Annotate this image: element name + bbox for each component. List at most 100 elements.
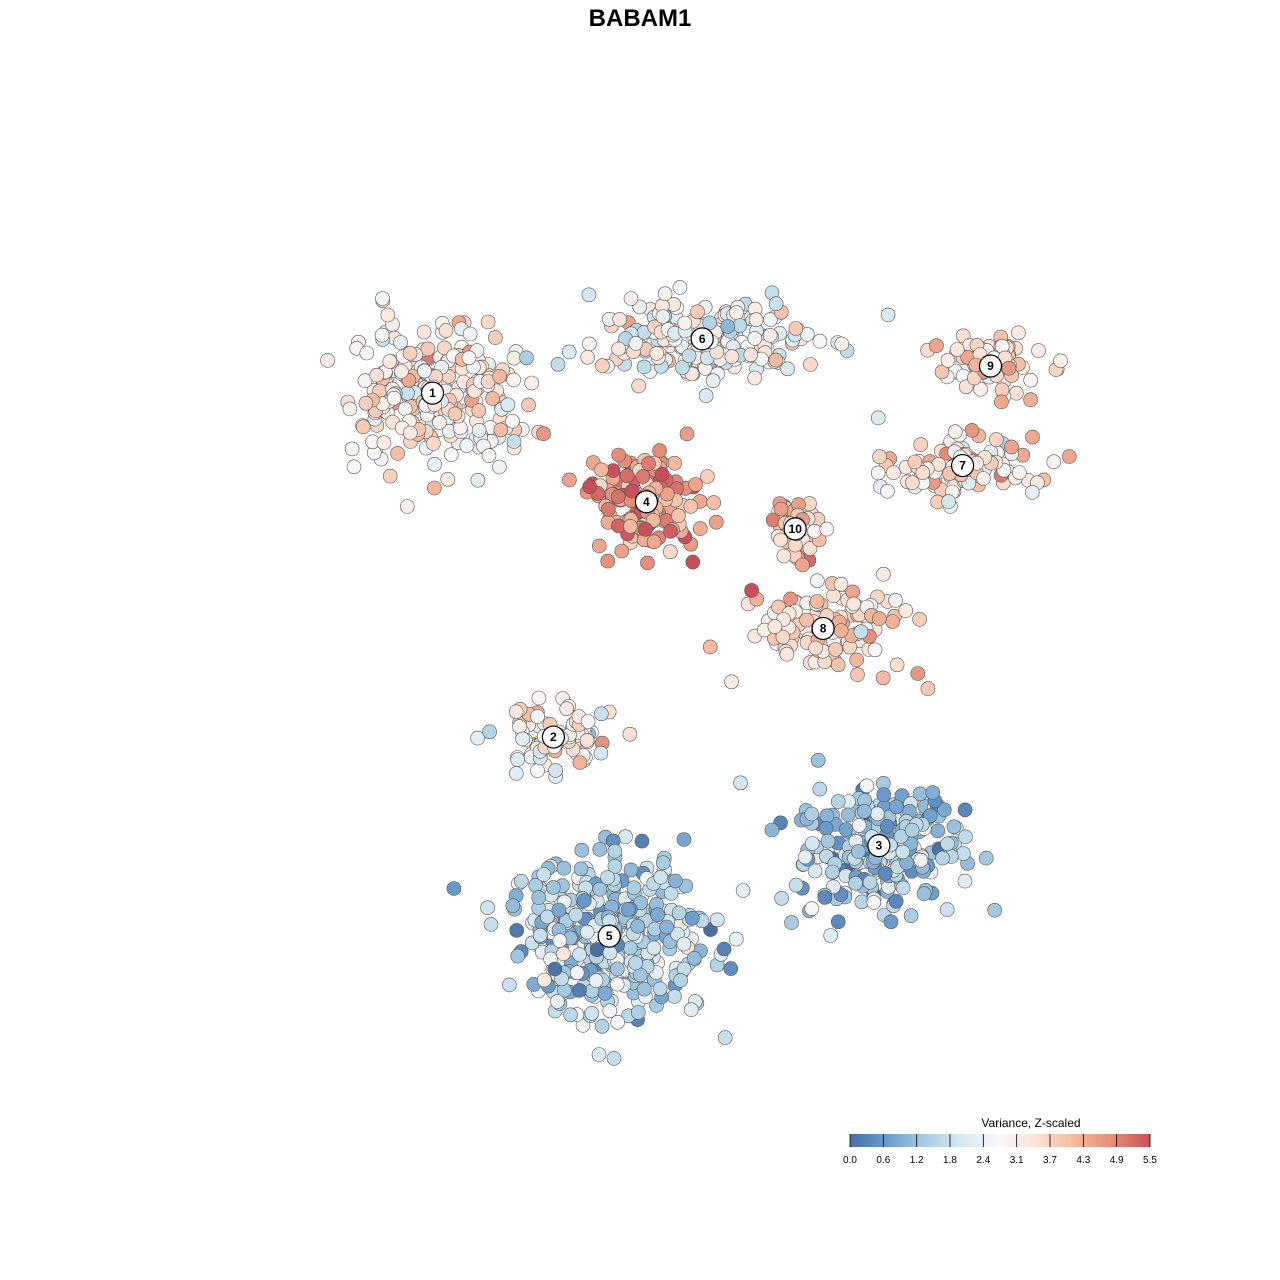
cell-point [817,890,833,905]
cell-point [508,766,524,781]
cell-point [588,973,604,988]
cell-point [536,426,551,442]
cell-point [380,307,396,323]
cell-point [1001,360,1017,376]
cell-point [803,357,818,372]
cell-point [483,917,499,932]
cell-point [573,861,589,877]
cell-point [846,596,862,612]
cell-point [809,573,825,589]
cell-point [427,456,442,472]
legend-tick-label: 2.4 [976,1155,990,1166]
cell-point [889,799,904,815]
cell-point [904,475,920,491]
cell-point [320,353,335,368]
cell-point [676,832,692,847]
cell-point [939,902,955,917]
legend-tick-label: 0.6 [876,1155,890,1166]
cell-point [743,347,759,363]
cell-point [830,914,846,930]
cell-point [877,866,893,881]
cell-point [903,908,919,924]
cell-point [834,336,850,352]
cell-point [508,704,524,720]
cell-point [700,469,715,484]
cell-point [594,462,609,478]
cluster-label-text: 1 [429,386,436,400]
cell-point [830,657,846,673]
cell-point [593,706,609,722]
cell-point [797,849,813,865]
cell-point [774,890,789,906]
cell-point [987,902,1003,918]
cell-point [773,501,789,517]
cell-point [716,941,732,957]
cell-point [685,554,701,570]
cell-point [509,923,525,938]
cell-point [851,844,866,859]
cluster-label-text: 4 [643,495,650,509]
cell-point [579,924,595,940]
cell-point [667,455,682,471]
cell-point [382,468,398,484]
cell-point [768,352,784,368]
cell-point [640,555,655,571]
legend-tick-label: 1.2 [910,1155,924,1166]
cluster-label-text: 10 [789,522,803,536]
cell-point [480,314,496,330]
cell-point [804,901,820,916]
cell-point [876,787,892,803]
cell-point [607,843,623,859]
cell-point [426,436,441,451]
cluster-label-badge [950,453,975,478]
cell-point [779,646,795,662]
cell-point [609,961,625,977]
cell-point [857,803,872,819]
cell-point [400,385,415,401]
legend-colorbar [850,1134,1150,1147]
cluster-label-badge [811,616,835,641]
cell-point [978,850,994,866]
cell-point [607,858,623,874]
cell-point [530,709,545,724]
cell-point [744,583,759,598]
cell-point [976,471,991,486]
cell-point [580,349,596,365]
cell-point [1062,449,1077,464]
cell-point [912,612,927,627]
cluster-label-9: 9 [978,354,1003,378]
cell-point [386,390,402,406]
cell-point [853,624,869,640]
cluster-label-6: 6 [690,327,714,351]
cell-point [809,594,825,609]
cell-point [799,612,814,628]
cell-point [663,524,678,539]
cell-point [438,323,454,338]
legend-tick-label: 4.3 [1076,1155,1090,1166]
cell-point [657,286,673,302]
cell-point [652,981,668,997]
cell-point [461,350,477,366]
cell-point [382,354,398,369]
cell-point [915,465,931,481]
cell-point [888,893,904,909]
cell-point [492,459,507,475]
cell-point [957,802,973,818]
cell-point [611,447,627,463]
cell-point [673,973,688,988]
cell-point [768,296,784,312]
cell-point [394,364,409,379]
cell-point [485,391,500,406]
cell-point [876,566,891,582]
cell-point [576,893,592,908]
cell-point [506,350,522,366]
cell-point [358,395,374,411]
cell-point [941,494,956,509]
cell-point [762,328,778,343]
cell-point [624,483,640,499]
cluster-label-2: 2 [541,725,566,749]
cell-point [631,378,647,394]
cell-point [638,522,653,537]
cell-point [572,983,587,998]
